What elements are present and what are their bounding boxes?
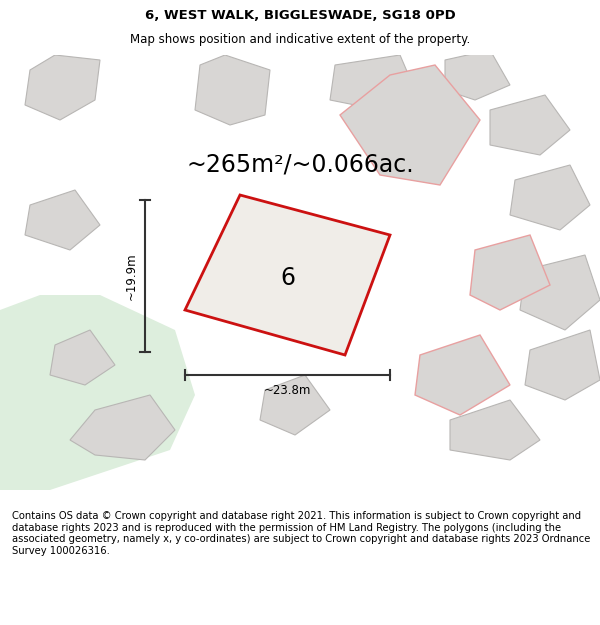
Polygon shape (50, 330, 115, 385)
Polygon shape (520, 255, 600, 330)
Polygon shape (415, 335, 510, 415)
Text: ~19.9m: ~19.9m (125, 252, 137, 300)
Text: Contains OS data © Crown copyright and database right 2021. This information is : Contains OS data © Crown copyright and d… (12, 511, 590, 556)
Text: ~265m²/~0.066ac.: ~265m²/~0.066ac. (186, 153, 414, 177)
Polygon shape (510, 165, 590, 230)
Text: 6: 6 (281, 266, 296, 290)
Polygon shape (470, 235, 550, 310)
Polygon shape (340, 65, 480, 185)
Polygon shape (260, 375, 330, 435)
Polygon shape (215, 215, 365, 332)
Polygon shape (450, 400, 540, 460)
Text: Map shows position and indicative extent of the property.: Map shows position and indicative extent… (130, 33, 470, 46)
Text: ~23.8m: ~23.8m (264, 384, 311, 398)
Polygon shape (195, 55, 270, 125)
Polygon shape (185, 195, 390, 355)
Polygon shape (0, 295, 195, 490)
Polygon shape (25, 190, 100, 250)
Polygon shape (525, 330, 600, 400)
Polygon shape (70, 395, 175, 460)
Polygon shape (330, 55, 415, 110)
Polygon shape (490, 95, 570, 155)
Polygon shape (445, 50, 510, 100)
Text: 6, WEST WALK, BIGGLESWADE, SG18 0PD: 6, WEST WALK, BIGGLESWADE, SG18 0PD (145, 9, 455, 22)
Polygon shape (25, 55, 100, 120)
